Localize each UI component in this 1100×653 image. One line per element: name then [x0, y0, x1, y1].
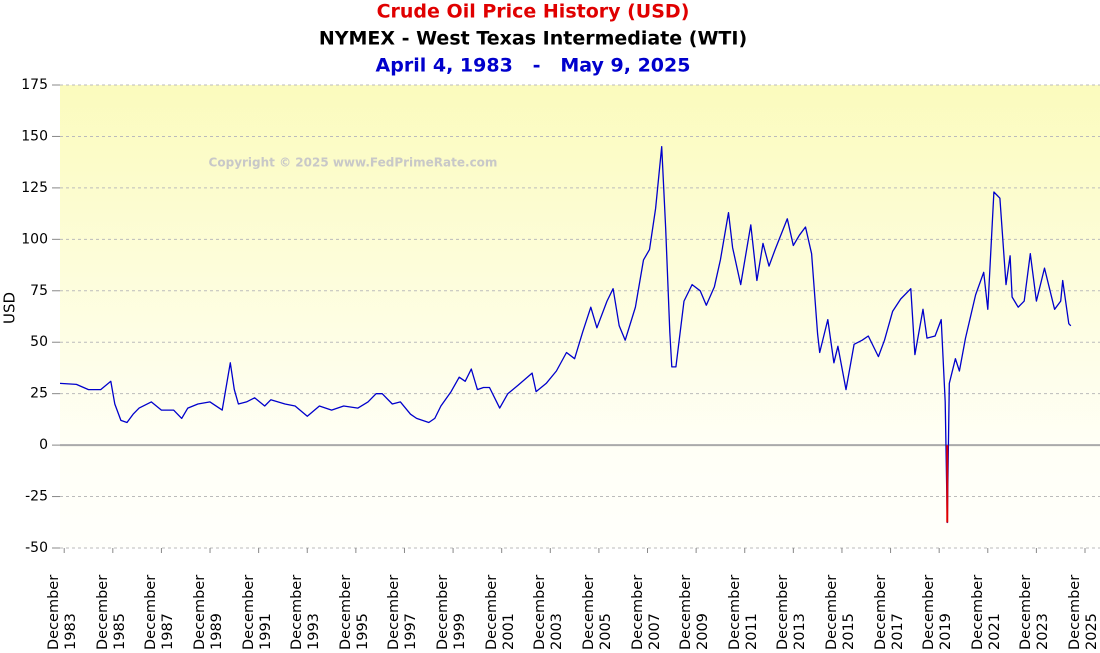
x-tick-label: December 2025: [1067, 574, 1100, 650]
copyright: Copyright © 2025 www.FedPrimeRate.com: [209, 156, 498, 170]
x-tick-label: December 2009: [678, 574, 712, 650]
chart-subtitle: NYMEX - West Texas Intermediate (WTI): [319, 28, 747, 50]
y-tick-label: 25: [30, 386, 48, 402]
x-tick-label: December 1993: [289, 574, 323, 650]
x-tick-label: December 2015: [823, 574, 857, 650]
x-tick-label: December 1995: [337, 574, 371, 650]
x-tick-label: December 1989: [192, 574, 226, 650]
x-tick-label: December 2019: [921, 574, 955, 650]
x-tick-label: December 1985: [94, 574, 128, 650]
negative-price: [946, 445, 949, 523]
x-tick-label: December 2021: [969, 574, 1003, 650]
y-tick-label: 125: [21, 180, 48, 196]
x-tick-label: December 1991: [240, 574, 274, 650]
x-tick-label: December 2007: [629, 574, 663, 650]
y-tick-label: 0: [39, 437, 48, 453]
x-tick-label: December 1987: [143, 574, 177, 650]
y-tick-label: 175: [21, 77, 48, 93]
x-tick-label: December 2001: [483, 574, 517, 650]
y-tick-label: -25: [25, 489, 48, 505]
x-tick-label: December 2023: [1018, 574, 1052, 650]
x-tick-label: December 2013: [775, 574, 809, 650]
x-tick-label: December 2005: [580, 574, 614, 650]
y-axis-label: USD: [1, 292, 19, 324]
plot-background: [60, 85, 1100, 548]
x-tick-label: December 2003: [532, 574, 566, 650]
y-tick-label: 100: [21, 231, 48, 247]
plot-area: [60, 146, 1072, 524]
chart-title: Crude Oil Price History (USD): [377, 1, 690, 23]
x-tick-label: December 1997: [386, 574, 420, 650]
x-tick-label: December 2011: [726, 574, 760, 650]
y-tick-label: -50: [25, 540, 48, 556]
price-line: [60, 146, 1072, 524]
x-tick-label: December 1999: [435, 574, 469, 650]
date-range: April 4, 1983 - May 9, 2025: [376, 55, 691, 77]
x-tick-label: December 1983: [46, 574, 80, 650]
x-tick-label: December 2017: [872, 574, 906, 650]
y-tick-label: 50: [30, 334, 48, 350]
y-tick-label: 150: [21, 128, 48, 144]
y-tick-label: 75: [30, 283, 48, 299]
